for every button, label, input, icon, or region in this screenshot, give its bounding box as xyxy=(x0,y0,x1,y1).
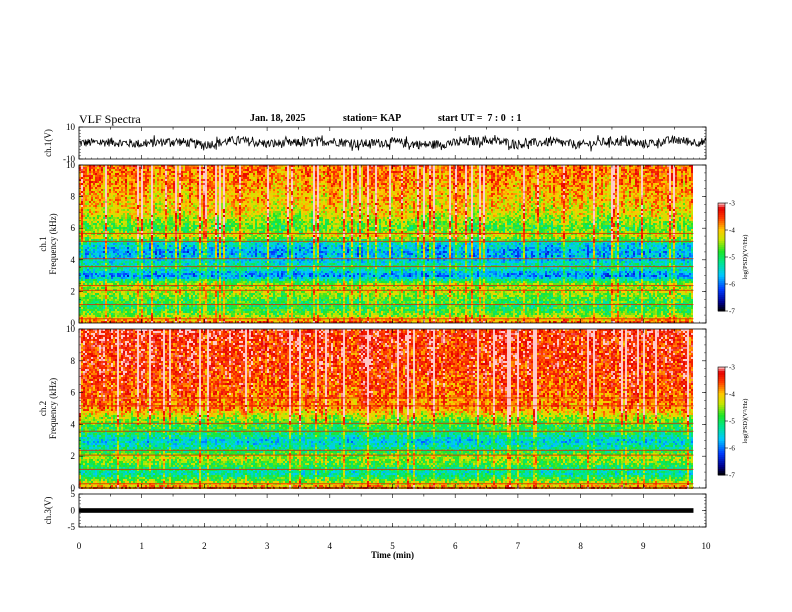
colorbar-tick-label: -4 xyxy=(729,391,735,399)
y-axis-label: Frequency (kHz) xyxy=(48,213,58,274)
colorbar-tick-label: -3 xyxy=(729,364,735,372)
narrowband-line xyxy=(79,290,693,291)
y-tick-label: 10 xyxy=(66,122,76,132)
y-tick-label: 10 xyxy=(66,160,76,170)
y-tick-label: 0 xyxy=(71,506,76,516)
spectrogram-ch1 xyxy=(79,165,693,323)
narrowband-line xyxy=(79,469,693,470)
y-tick-label: -5 xyxy=(68,522,76,532)
narrowband-line xyxy=(79,455,693,456)
narrowband-line xyxy=(79,405,693,406)
colorbar-tick-label: -3 xyxy=(729,200,735,208)
x-tick-label: 4 xyxy=(328,541,333,551)
y-tick-label: 6 xyxy=(71,223,76,233)
narrowband-line xyxy=(79,266,693,267)
colorbar-tick-label: -6 xyxy=(729,281,735,289)
x-tick-label: 2 xyxy=(202,541,207,551)
colorbar-label: log(PSD)(V²/Hz) xyxy=(742,399,749,444)
x-tick-label: 6 xyxy=(453,541,458,551)
x-tick-label: 8 xyxy=(578,541,583,551)
vlf-spectra-figure: 10-10ch.1(V)-3-4-5-6-7log(PSD)(V²/Hz)024… xyxy=(0,0,792,612)
panel-4: 5 0 -5 ch.3(V) xyxy=(43,489,706,532)
narrowband-line xyxy=(79,397,693,398)
y-tick-label: 10 xyxy=(66,324,76,334)
y-tick-label: 4 xyxy=(71,255,76,265)
colorbar-ch2: -3 -4 -5 -6 -7 log(PSD)(V²/Hz) xyxy=(718,364,749,480)
x-tick-label: 3 xyxy=(265,541,270,551)
colorbar-tick-label: -7 xyxy=(729,472,735,480)
y-tick-label: 8 xyxy=(71,192,76,202)
narrowband-line xyxy=(79,304,693,305)
narrowband-line xyxy=(79,285,693,286)
colorbar-ch1: -3 -4 -5 -6 -7 log(PSD)(V²/Hz) xyxy=(718,200,749,316)
waveform-trace xyxy=(79,135,706,151)
waveform-ch1 xyxy=(79,135,706,151)
narrowband-line xyxy=(79,450,693,451)
y-axis-label: ch.3(V) xyxy=(43,497,53,525)
y-tick-label: 8 xyxy=(71,356,76,366)
colorbar-tick-label: -5 xyxy=(729,254,735,262)
y-tick-label: 4 xyxy=(71,419,76,429)
colorbar-tick-label: -6 xyxy=(729,445,735,453)
narrowband-line xyxy=(79,258,693,259)
y-tick-label: 2 xyxy=(71,286,76,296)
waveform-ch3 xyxy=(79,508,693,513)
x-tick-label: 10 xyxy=(702,541,712,551)
y-axis-label: ch.1(V) xyxy=(43,129,53,157)
x-tick-label: 9 xyxy=(641,541,646,551)
narrowband-line xyxy=(79,423,693,424)
y-axis-label: ch.1 xyxy=(38,236,48,251)
colorbar-label: log(PSD)(V²/Hz) xyxy=(742,235,749,280)
x-tick-label: 0 xyxy=(77,541,82,551)
colorbar-tick-label: -4 xyxy=(729,227,735,235)
narrowband-line xyxy=(79,233,693,234)
colorbar-tick-label: -5 xyxy=(729,418,735,426)
y-tick-label: 6 xyxy=(71,388,76,398)
narrowband-line xyxy=(79,241,693,242)
spectrogram-ch2 xyxy=(79,329,693,489)
y-tick-label: 5 xyxy=(71,489,76,499)
narrowband-line xyxy=(79,483,693,484)
y-axis-label: ch.2 xyxy=(38,401,48,416)
narrowband-line xyxy=(79,318,693,319)
waveform-trace xyxy=(79,508,693,513)
narrowband-line xyxy=(79,431,693,432)
x-axis-label: Time (min) xyxy=(371,550,414,560)
x-tick-label: 1 xyxy=(139,541,144,551)
x-tick-label: 7 xyxy=(516,541,521,551)
y-tick-label: 2 xyxy=(71,451,76,461)
y-axis-label: Frequency (kHz) xyxy=(48,378,58,439)
colorbar-tick-label: -7 xyxy=(729,308,735,316)
